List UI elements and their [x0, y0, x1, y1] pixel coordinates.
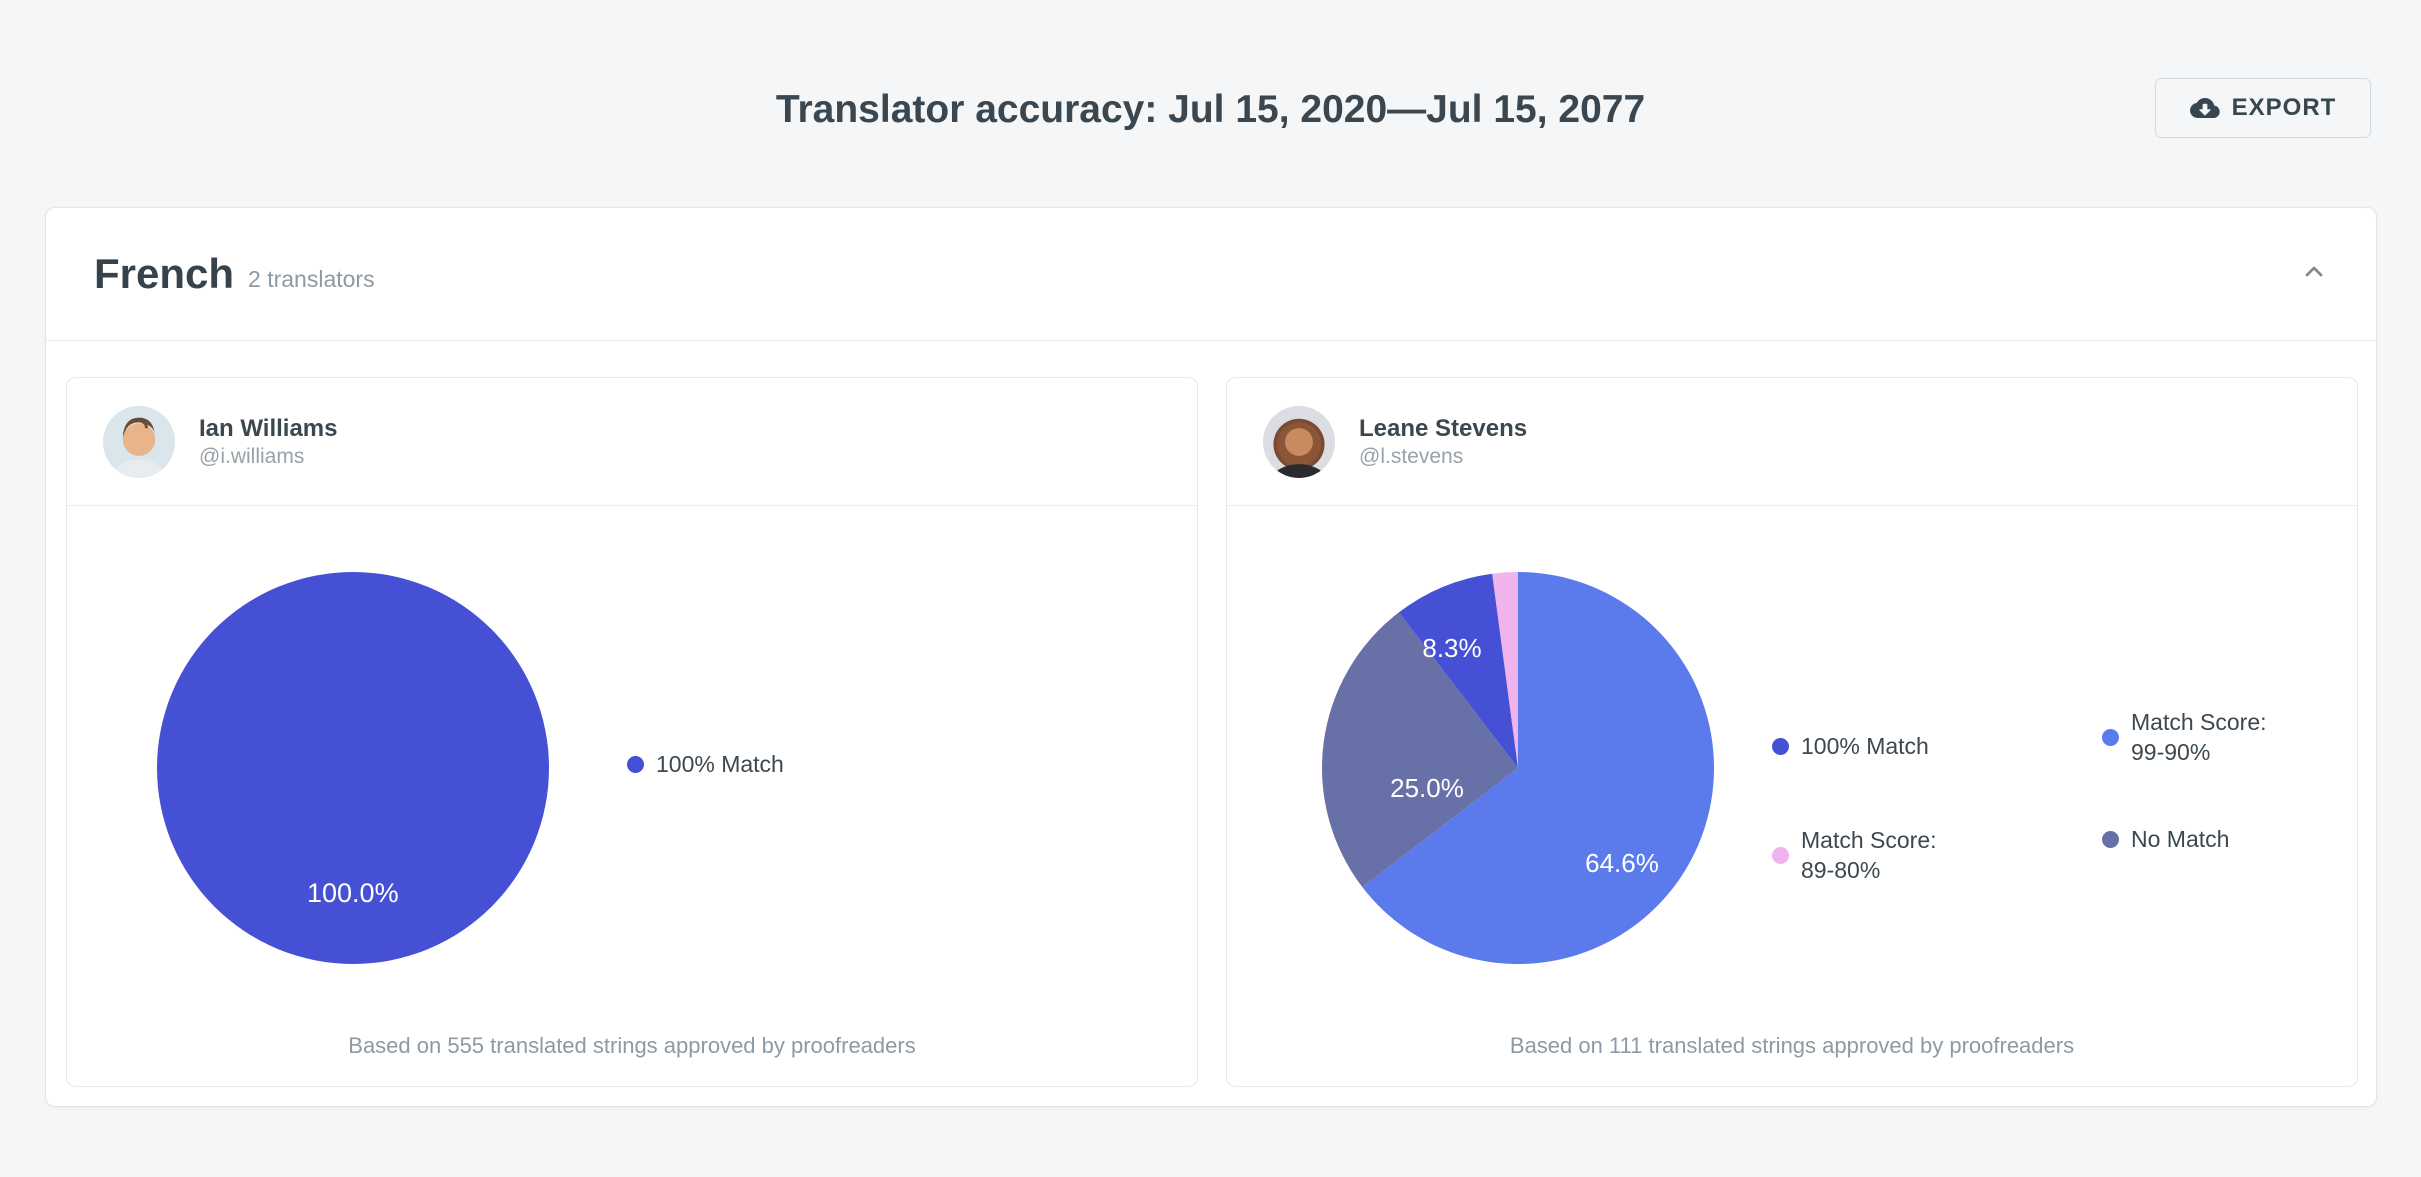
svg-text:25.0%: 25.0%	[1390, 773, 1464, 803]
svg-text:64.6%: 64.6%	[1585, 848, 1659, 878]
svg-text:8.3%: 8.3%	[1422, 633, 1481, 663]
svg-text:100.0%: 100.0%	[307, 878, 399, 908]
